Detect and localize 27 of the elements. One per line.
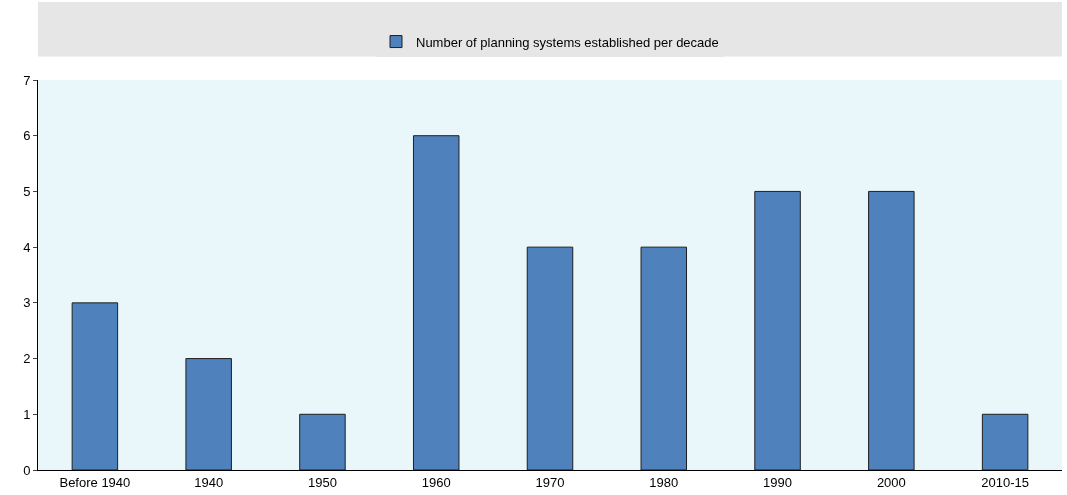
legend-label: Number of planning systems established per decade — [416, 34, 719, 50]
y-tick-label: 5 — [23, 183, 31, 199]
y-tick-label: 1 — [23, 406, 31, 422]
y-tick-label: 2 — [23, 351, 31, 367]
y-tick-label: 3 — [23, 295, 31, 311]
bar — [412, 135, 460, 470]
x-tick-label: 1950 — [307, 474, 337, 490]
y-tick-label: 4 — [23, 239, 31, 255]
bar — [71, 302, 119, 470]
bar — [868, 190, 915, 470]
x-tick-label: 1940 — [194, 474, 224, 490]
bar — [185, 358, 232, 470]
x-tick-label: 2010-15 — [981, 474, 1029, 490]
bar — [299, 413, 346, 470]
x-tick-label: Before 1940 — [59, 474, 131, 490]
x-tick-label: 1970 — [535, 474, 565, 490]
x-tick-label: 2000 — [876, 474, 906, 490]
bar — [981, 413, 1029, 470]
x-tick-label: 1980 — [649, 474, 679, 490]
bar — [640, 246, 688, 470]
bar — [754, 190, 801, 470]
bar — [526, 246, 574, 470]
y-tick-label: 0 — [23, 462, 31, 478]
x-tick-label: 1960 — [421, 474, 451, 490]
y-tick-label: 7 — [23, 72, 31, 88]
x-tick-label: 1990 — [763, 474, 793, 490]
y-tick-label: 6 — [23, 128, 31, 144]
